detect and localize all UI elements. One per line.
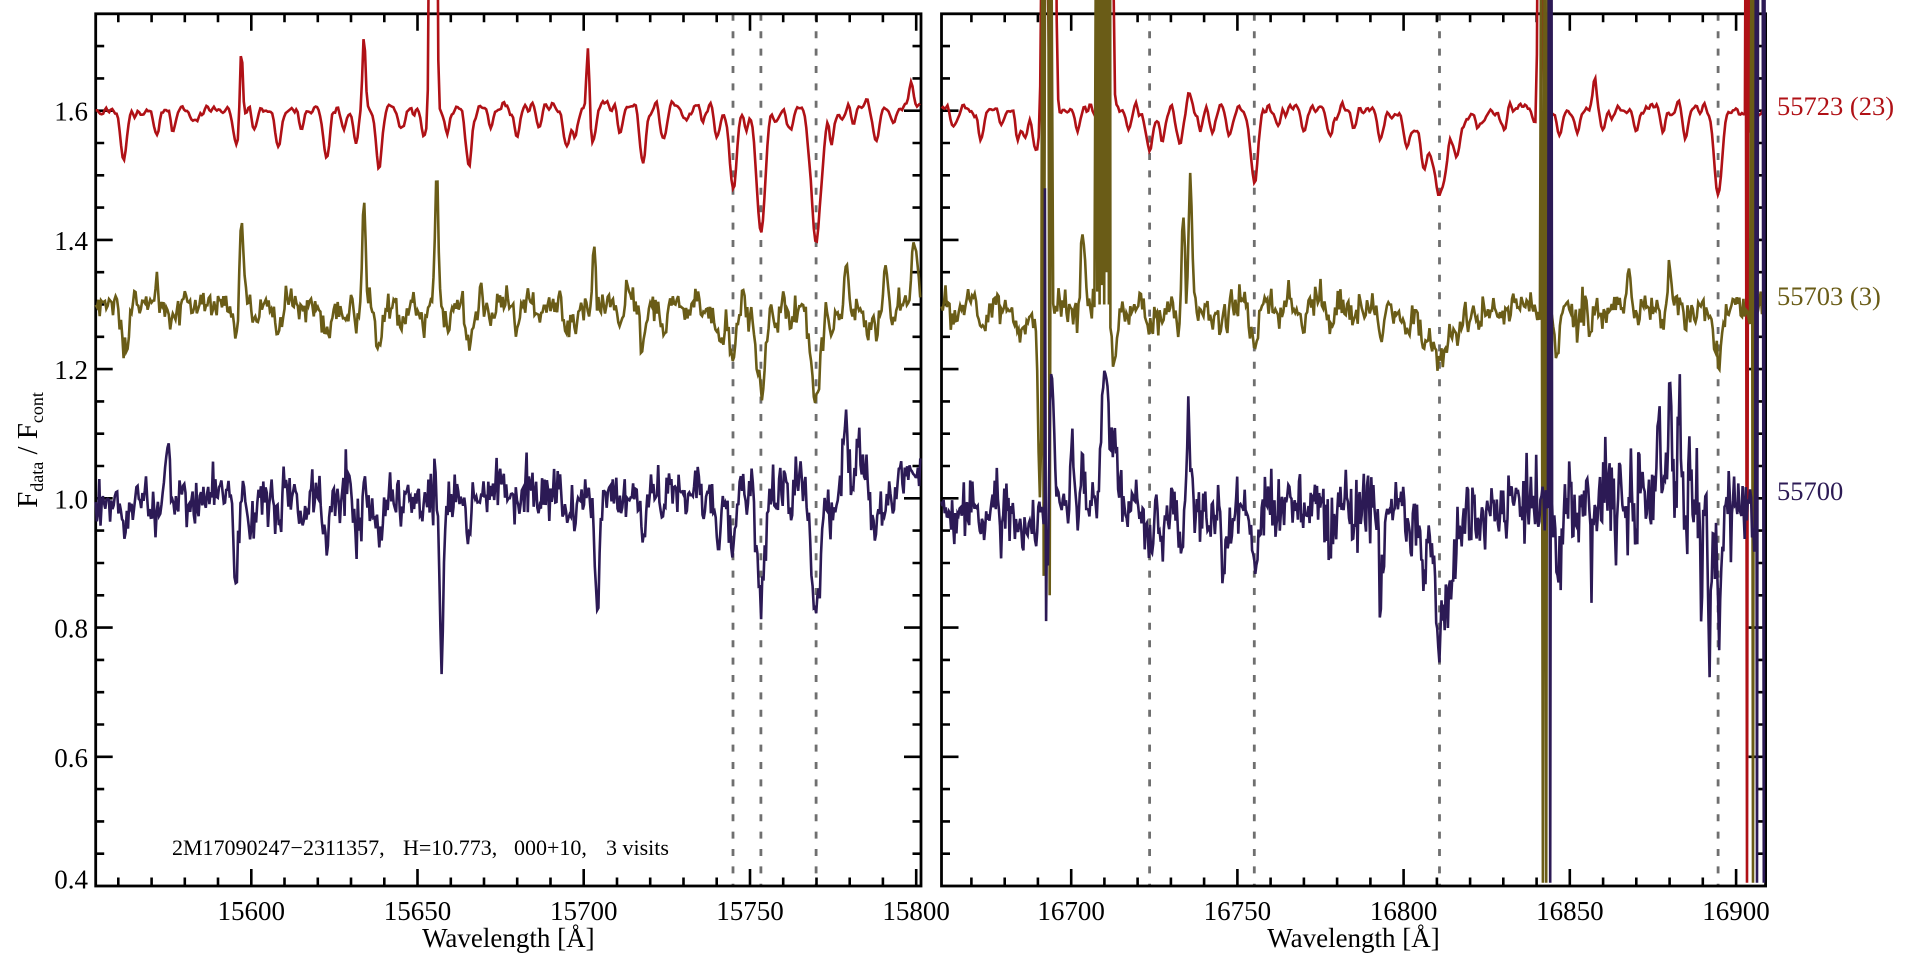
svg-text:1.2: 1.2 (54, 355, 88, 385)
svg-text:16700: 16700 (1037, 896, 1105, 926)
svg-text:15700: 15700 (550, 896, 618, 926)
svg-text:000+10,: 000+10, (514, 835, 587, 860)
svg-text:15650: 15650 (384, 896, 452, 926)
svg-text:55723 (23): 55723 (23) (1777, 91, 1894, 121)
svg-text:3 visits: 3 visits (606, 835, 669, 860)
svg-text:55700: 55700 (1777, 476, 1843, 506)
svg-text:H=10.773,: H=10.773, (403, 835, 497, 860)
svg-text:15750: 15750 (716, 896, 784, 926)
svg-text:1.4: 1.4 (54, 226, 88, 256)
svg-text:1.6: 1.6 (54, 97, 88, 127)
svg-text:16850: 16850 (1536, 896, 1604, 926)
svg-text:16800: 16800 (1370, 896, 1438, 926)
svg-text:2M17090247−2311357,: 2M17090247−2311357, (172, 835, 385, 860)
svg-text:0.6: 0.6 (54, 743, 88, 773)
svg-text:Wavelength [Å]: Wavelength [Å] (422, 923, 595, 953)
svg-text:16750: 16750 (1204, 896, 1272, 926)
svg-text:1.0: 1.0 (54, 484, 88, 514)
svg-text:0.8: 0.8 (54, 614, 88, 644)
svg-text:15800: 15800 (882, 896, 950, 926)
svg-text:15600: 15600 (218, 896, 286, 926)
svg-text:16900: 16900 (1702, 896, 1770, 926)
svg-text:55703 (3): 55703 (3) (1777, 281, 1881, 311)
svg-text:0.4: 0.4 (54, 865, 88, 895)
svg-text:Wavelength [Å]: Wavelength [Å] (1267, 923, 1440, 953)
